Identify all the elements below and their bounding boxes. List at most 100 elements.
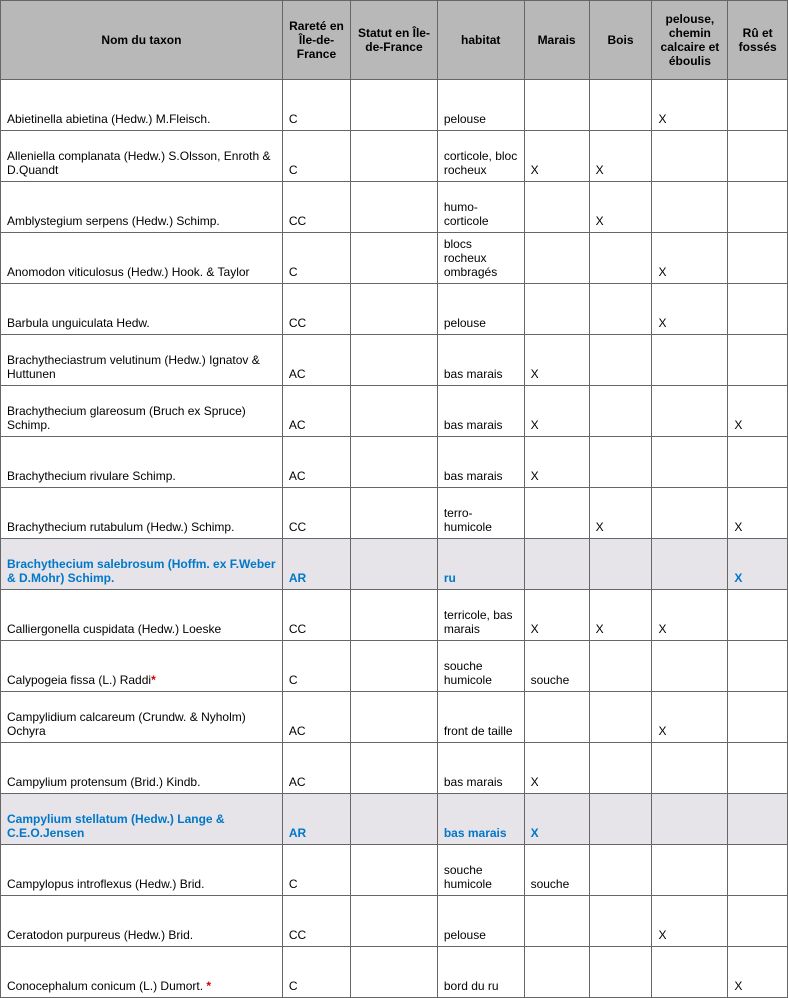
cell-statut: [351, 335, 438, 386]
cell-statut: [351, 896, 438, 947]
table-row: Abietinella abietina (Hedw.) M.Fleisch.C…: [1, 80, 788, 131]
taxon-name: Calypogeia fissa (L.) Raddi: [7, 673, 151, 687]
cell-name: Brachythecium rivulare Schimp.: [1, 437, 283, 488]
taxon-name: Calliergonella cuspidata (Hedw.) Loeske: [7, 622, 221, 636]
cell-statut: [351, 233, 438, 284]
cell-pelouse: [652, 743, 728, 794]
cell-marais: [524, 182, 589, 233]
cell-bois: [589, 641, 652, 692]
cell-habitat: ru: [437, 539, 524, 590]
cell-rarete: AR: [282, 539, 350, 590]
cell-rarete: C: [282, 233, 350, 284]
cell-habitat: bord du ru: [437, 947, 524, 998]
cell-bois: [589, 80, 652, 131]
cell-statut: [351, 743, 438, 794]
cell-ru: [728, 845, 788, 896]
cell-pelouse: [652, 488, 728, 539]
col-header-marais: Marais: [524, 1, 589, 80]
table-row: Brachythecium salebrosum (Hoffm. ex F.We…: [1, 539, 788, 590]
cell-bois: [589, 845, 652, 896]
cell-rarete: AC: [282, 743, 350, 794]
table-row: Campylopus introflexus (Hedw.) Brid.Csou…: [1, 845, 788, 896]
col-header-name: Nom du taxon: [1, 1, 283, 80]
cell-name: Brachythecium glareosum (Bruch ex Spruce…: [1, 386, 283, 437]
cell-bois: [589, 386, 652, 437]
cell-bois: X: [589, 488, 652, 539]
col-header-statut: Statut en Île-de-France: [351, 1, 438, 80]
cell-rarete: CC: [282, 284, 350, 335]
cell-ru: [728, 437, 788, 488]
cell-bois: [589, 794, 652, 845]
cell-pelouse: X: [652, 80, 728, 131]
cell-name: Brachythecium salebrosum (Hoffm. ex F.We…: [1, 539, 283, 590]
taxon-name: Amblystegium serpens (Hedw.) Schimp.: [7, 214, 220, 228]
cell-bois: [589, 233, 652, 284]
cell-marais: [524, 233, 589, 284]
table-row: Campylium stellatum (Hedw.) Lange & C.E.…: [1, 794, 788, 845]
cell-name: Campylium stellatum (Hedw.) Lange & C.E.…: [1, 794, 283, 845]
cell-habitat: corticole, bloc rocheux: [437, 131, 524, 182]
cell-rarete: CC: [282, 590, 350, 641]
cell-statut: [351, 386, 438, 437]
cell-pelouse: X: [652, 284, 728, 335]
cell-habitat: pelouse: [437, 896, 524, 947]
cell-marais: [524, 947, 589, 998]
taxon-name: Brachytheciastrum velutinum (Hedw.) Igna…: [7, 353, 260, 381]
cell-pelouse: X: [652, 896, 728, 947]
cell-statut: [351, 539, 438, 590]
table-row: Ceratodon purpureus (Hedw.) Brid.CCpelou…: [1, 896, 788, 947]
cell-habitat: humo-corticole: [437, 182, 524, 233]
cell-name: Campylium protensum (Brid.) Kindb.: [1, 743, 283, 794]
cell-habitat: souche humicole: [437, 845, 524, 896]
cell-habitat: front de taille: [437, 692, 524, 743]
cell-habitat: souche humicole: [437, 641, 524, 692]
cell-pelouse: [652, 845, 728, 896]
cell-statut: [351, 131, 438, 182]
cell-pelouse: [652, 794, 728, 845]
taxon-name: Brachythecium rutabulum (Hedw.) Schimp.: [7, 520, 234, 534]
table-row: Calliergonella cuspidata (Hedw.) Loeske C…: [1, 590, 788, 641]
cell-habitat: bas marais: [437, 335, 524, 386]
cell-marais: [524, 80, 589, 131]
cell-rarete: AC: [282, 335, 350, 386]
cell-pelouse: X: [652, 233, 728, 284]
table-row: Campylium protensum (Brid.) Kindb.ACbas …: [1, 743, 788, 794]
cell-ru: [728, 335, 788, 386]
taxon-name: Brachythecium salebrosum (Hoffm. ex F.We…: [7, 557, 276, 585]
taxon-name: Alleniella complanata (Hedw.) S.Olsson, …: [7, 149, 270, 177]
cell-statut: [351, 284, 438, 335]
cell-habitat: blocs rocheux ombragés: [437, 233, 524, 284]
cell-pelouse: [652, 539, 728, 590]
cell-bois: [589, 335, 652, 386]
cell-rarete: AC: [282, 386, 350, 437]
cell-statut: [351, 692, 438, 743]
taxon-name: Campylidium calcareum (Crundw. & Nyholm)…: [7, 710, 246, 738]
cell-rarete: AC: [282, 437, 350, 488]
asterisk-icon: *: [151, 673, 156, 687]
cell-name: Barbula unguiculata Hedw.: [1, 284, 283, 335]
cell-ru: [728, 641, 788, 692]
cell-pelouse: [652, 641, 728, 692]
cell-pelouse: [652, 437, 728, 488]
cell-marais: [524, 692, 589, 743]
cell-statut: [351, 437, 438, 488]
cell-marais: [524, 488, 589, 539]
cell-name: Brachythecium rutabulum (Hedw.) Schimp.: [1, 488, 283, 539]
cell-name: Anomodon viticulosus (Hedw.) Hook. & Tay…: [1, 233, 283, 284]
table-row: Brachythecium rivulare Schimp.ACbas mara…: [1, 437, 788, 488]
cell-habitat: terricole, bas marais: [437, 590, 524, 641]
cell-ru: [728, 590, 788, 641]
table-row: Conocephalum conicum (L.) Dumort. *Cbord…: [1, 947, 788, 998]
cell-bois: [589, 539, 652, 590]
cell-ru: X: [728, 488, 788, 539]
col-header-habitat: habitat: [437, 1, 524, 80]
cell-ru: [728, 284, 788, 335]
table-row: Anomodon viticulosus (Hedw.) Hook. & Tay…: [1, 233, 788, 284]
cell-statut: [351, 80, 438, 131]
cell-marais: X: [524, 743, 589, 794]
cell-bois: X: [589, 590, 652, 641]
cell-bois: [589, 743, 652, 794]
cell-ru: [728, 233, 788, 284]
cell-pelouse: [652, 947, 728, 998]
cell-ru: [728, 692, 788, 743]
